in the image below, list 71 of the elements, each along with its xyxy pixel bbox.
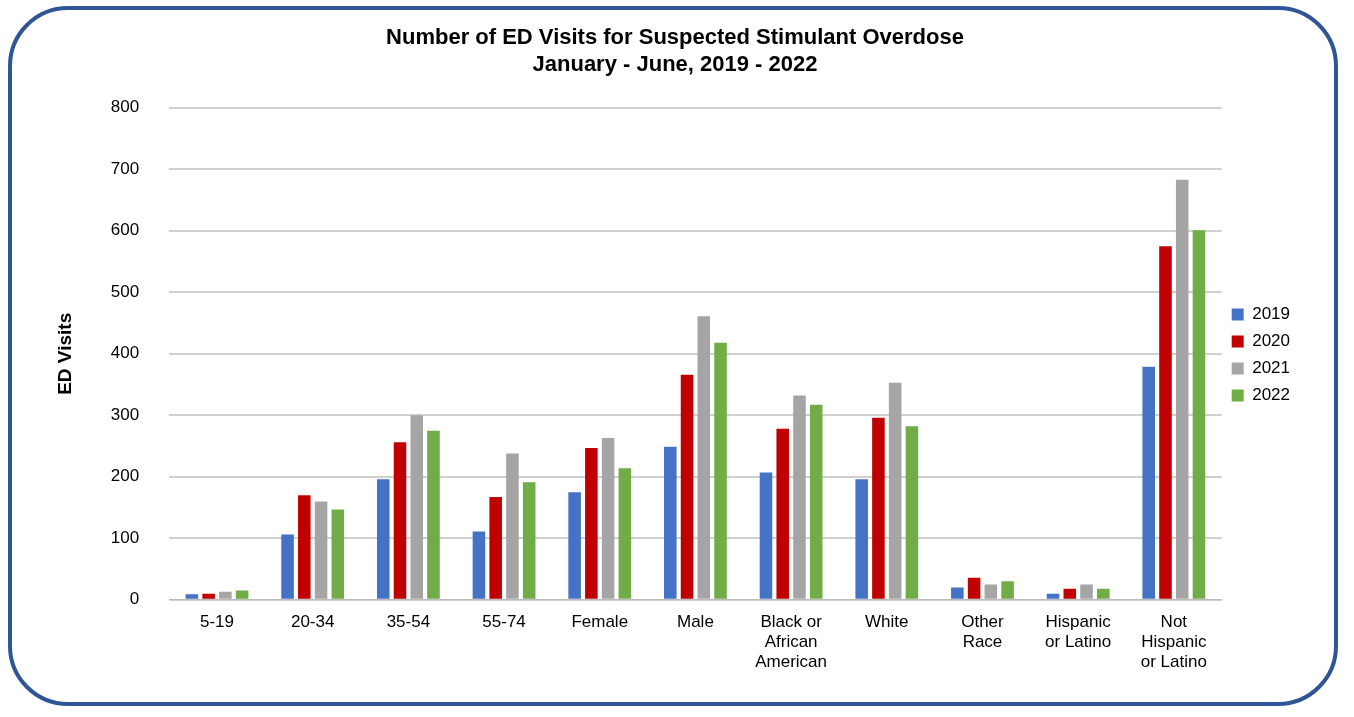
bar <box>314 501 328 599</box>
chart-subtitle: January - June, 2019 - 2022 <box>532 50 818 76</box>
bar <box>618 468 632 599</box>
bar <box>489 497 502 599</box>
bar <box>1046 593 1060 599</box>
bar <box>427 430 440 599</box>
chart-title: Number of ED Visits for Suspected Stimulant Overdose <box>386 24 964 50</box>
bar <box>281 534 294 599</box>
y-tick-label: 600 <box>110 220 140 240</box>
x-tick-label: 55-74 <box>482 611 526 631</box>
y-tick-label: 100 <box>110 527 140 547</box>
y-tick-label: 300 <box>110 404 140 424</box>
bar <box>1063 588 1077 599</box>
bar <box>809 404 823 599</box>
bar <box>664 446 677 599</box>
x-tick-label: 20-34 <box>290 611 335 631</box>
x-tick-label: Other Race <box>961 611 1005 652</box>
bar <box>506 453 519 599</box>
bar <box>759 472 773 599</box>
x-tick-label: White <box>865 611 909 631</box>
bar <box>393 442 407 599</box>
bar <box>235 590 249 599</box>
bar <box>697 316 711 599</box>
bar <box>1175 179 1189 599</box>
bar <box>984 584 998 599</box>
bar <box>472 531 486 599</box>
y-tick-label: 400 <box>110 343 140 363</box>
bar <box>298 495 311 599</box>
x-tick-label: Female <box>571 611 629 631</box>
bar <box>1001 581 1014 599</box>
bar <box>680 374 694 599</box>
y-tick-label: 800 <box>110 97 140 117</box>
bar <box>1159 246 1172 599</box>
bar <box>376 479 390 599</box>
bar <box>601 438 615 599</box>
bar <box>585 447 598 599</box>
y-tick-label: 500 <box>110 281 140 301</box>
y-axis-title: ED Visits <box>53 312 75 395</box>
x-tick-label: Black or African American <box>755 611 828 672</box>
bar <box>410 415 424 599</box>
bar <box>951 587 964 599</box>
x-tick-label: 35-54 <box>386 611 431 631</box>
bar <box>1192 230 1206 599</box>
x-tick-label: Male <box>676 611 714 631</box>
legend-label: 2019 <box>1252 304 1291 324</box>
y-tick-label: 0 <box>129 589 140 609</box>
x-tick-label: Hispanic or Latino <box>1045 611 1112 652</box>
bar <box>793 395 806 599</box>
bar <box>202 593 215 599</box>
bar <box>967 577 981 599</box>
bar <box>1080 584 1093 599</box>
bar <box>219 591 232 599</box>
bar <box>855 479 868 599</box>
legend-label: 2021 <box>1252 358 1291 378</box>
x-tick-label: Not Hispanic or Latino <box>1140 611 1207 672</box>
bar <box>331 509 345 599</box>
y-tick-label: 700 <box>110 158 140 178</box>
x-tick-label: 5-19 <box>199 611 235 631</box>
bar <box>1142 366 1155 599</box>
bar <box>714 342 727 599</box>
bar <box>522 482 536 599</box>
legend-label: 2022 <box>1252 385 1291 405</box>
bar <box>776 428 790 599</box>
bar <box>872 417 885 599</box>
bar <box>888 382 902 599</box>
legend-label: 2020 <box>1252 331 1291 351</box>
y-tick-label: 200 <box>110 466 140 486</box>
bar <box>1096 588 1110 599</box>
bar <box>905 426 919 599</box>
bar <box>185 594 199 599</box>
bar <box>568 492 581 599</box>
